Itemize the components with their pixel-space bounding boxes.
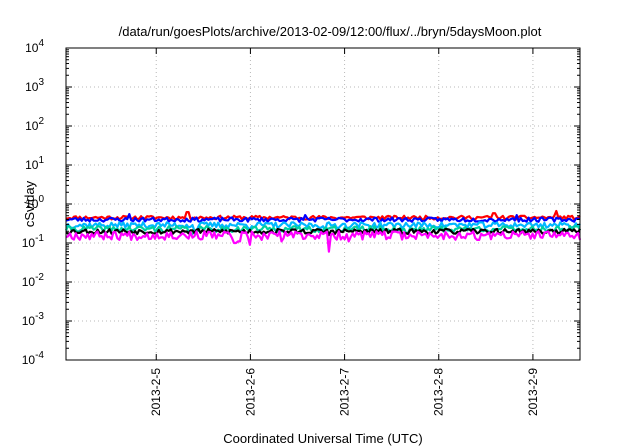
series-layer — [65, 209, 582, 253]
series-line — [65, 230, 582, 253]
y-tick-label: 103 — [25, 77, 44, 94]
series-line — [65, 221, 581, 233]
series-line — [65, 225, 581, 236]
y-tick-label: 104 — [25, 38, 44, 55]
x-tick-label: 2013-2-7 — [338, 368, 352, 416]
y-tick-exponent: 3 — [38, 77, 44, 88]
x-tick-label: 2013-2-6 — [243, 368, 257, 416]
y-tick-label: 10-2 — [22, 272, 45, 289]
grid — [66, 48, 580, 360]
y-tick-exponent: -3 — [35, 311, 44, 322]
y-axis-label: cSv/day — [22, 180, 37, 227]
series-line — [65, 213, 581, 223]
y-tick-exponent: -2 — [35, 272, 44, 283]
x-tick-label: 2013-2-8 — [432, 368, 446, 416]
y-tick-exponent: 4 — [38, 38, 44, 49]
series-line — [65, 209, 581, 221]
y-tick-exponent: 2 — [38, 116, 44, 127]
y-tick-label: 10-1 — [22, 233, 45, 250]
y-tick-exponent: 0 — [38, 194, 44, 205]
chart-title: /data/run/goesPlots/archive/2013-02-09/1… — [119, 24, 542, 39]
y-tick-label: 10-3 — [22, 311, 45, 328]
x-axis-label: Coordinated Universal Time (UTC) — [223, 431, 422, 446]
y-tick-exponent: 1 — [38, 155, 44, 166]
y-tick-label: 10-4 — [22, 350, 45, 367]
y-tick-exponent: -4 — [35, 350, 44, 361]
x-tick-label: 2013-2-5 — [149, 368, 163, 416]
y-tick-label: 102 — [25, 116, 44, 133]
y-tick-exponent: -1 — [35, 233, 44, 244]
y-tick-label: 101 — [25, 155, 44, 172]
x-tick-label: 2013-2-9 — [526, 368, 540, 416]
